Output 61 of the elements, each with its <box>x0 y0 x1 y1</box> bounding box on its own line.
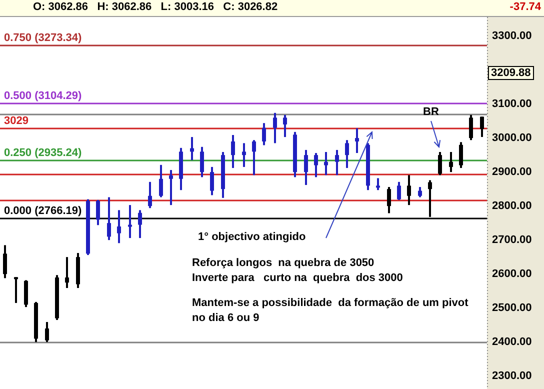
candlestick <box>128 204 132 240</box>
candlestick <box>387 186 391 214</box>
y-tick-label: 2400.00 <box>492 336 532 348</box>
candlestick <box>231 134 235 169</box>
ref-line-label: 0.250 (2935.24) <box>4 147 82 160</box>
candlestick <box>469 114 473 142</box>
candlestick <box>138 209 142 240</box>
candlestick <box>449 150 453 174</box>
ref-line-label: 0.500 (3104.29) <box>4 90 82 102</box>
annotation: BR <box>423 106 439 118</box>
candlestick <box>242 142 246 168</box>
y-tick-label: 2900.00 <box>492 166 532 178</box>
candlestick <box>283 114 287 138</box>
ref-line-label: 3029 <box>4 115 28 128</box>
y-tick-label: 3100.00 <box>492 98 532 110</box>
candlestick <box>273 112 277 144</box>
candlestick <box>397 180 401 201</box>
chart-title: O: 3062.86 H: 3062.86 L: 3003.16 C: 3026.82 <box>33 1 278 13</box>
text: -37.74 <box>510 1 541 13</box>
candlestick <box>324 150 328 176</box>
candlestick <box>355 127 359 154</box>
candlestick <box>304 148 308 186</box>
candlestick <box>96 198 100 226</box>
candlestick <box>169 169 173 206</box>
candlestick <box>200 146 204 178</box>
ref-line-label: 0.000 (2766.19) <box>4 205 82 218</box>
candlestick <box>14 276 18 304</box>
candlestick <box>345 139 349 169</box>
y-tick-label: 2700.00 <box>492 234 532 246</box>
text: 3209.88 <box>488 66 534 80</box>
candlestick <box>335 148 339 176</box>
annotation: Mantem-se a possibilidade da formação de um pivot <box>192 297 468 309</box>
candlestick <box>65 256 69 290</box>
candlestick <box>438 150 442 176</box>
annotation: Reforça longos na quebra de 3050 <box>192 257 374 269</box>
candlestick <box>148 180 152 210</box>
y-tick-label: 2600.00 <box>492 268 532 280</box>
y-tick-label: 2800.00 <box>492 200 532 212</box>
candlestick <box>107 196 111 242</box>
candlestick <box>3 244 7 280</box>
y-tick-label: 3300.00 <box>492 30 532 42</box>
candlestick <box>262 122 266 146</box>
annotation: no dia 6 ou 9 <box>192 312 260 324</box>
y-tick-label: 3000.00 <box>492 132 532 144</box>
candlestick <box>210 166 214 196</box>
candlestick <box>407 174 411 206</box>
candlestick <box>24 279 28 308</box>
candlestick <box>459 141 463 169</box>
annotation: 1° objectivo atingido <box>198 231 306 243</box>
candlestick <box>376 177 380 192</box>
candlestick <box>418 186 422 198</box>
candlestick <box>480 116 484 138</box>
candlestick <box>252 139 256 176</box>
annotation: Inverte para curto na quebra dos 3000 <box>192 272 403 284</box>
candlestick <box>45 321 49 344</box>
candlestick <box>159 164 163 198</box>
candlestick <box>314 152 318 178</box>
candlestick <box>117 209 121 244</box>
y-tick-label: 2300.00 <box>492 370 532 382</box>
ref-line-label: 0.750 (3273.34) <box>4 32 82 44</box>
y-tick-label: 2500.00 <box>492 302 532 314</box>
